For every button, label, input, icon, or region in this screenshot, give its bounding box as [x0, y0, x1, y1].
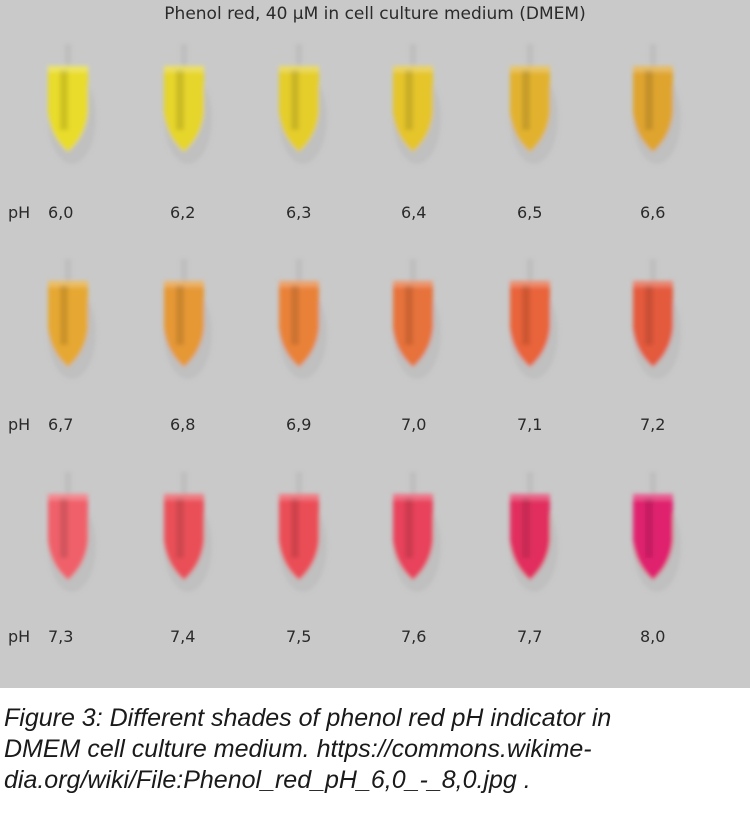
ph-value-label: 7,2	[640, 415, 666, 434]
tube-ph-6-6	[623, 40, 683, 170]
tube-ph-6-7	[38, 255, 98, 385]
tube-ph-6-9	[269, 255, 329, 385]
tube-ph-7-4	[154, 468, 214, 598]
ph-value-label: 6,6	[640, 203, 666, 222]
ph-value-label: 7,6	[401, 627, 427, 646]
ph-row-label-1: pH	[8, 203, 31, 222]
tube-ph-7-0	[383, 255, 443, 385]
tube-ph-7-3	[38, 468, 98, 598]
tube-ph-6-0	[38, 40, 98, 170]
tube-ph-6-5	[500, 40, 560, 170]
ph-value-label: 6,0	[48, 203, 74, 222]
ph-value-label: 6,8	[170, 415, 196, 434]
tube-ph-6-4	[383, 40, 443, 170]
ph-value-label: 7,7	[517, 627, 543, 646]
tube-ph-6-2	[154, 40, 214, 170]
ph-value-label: 6,5	[517, 203, 543, 222]
photo-title: Phenol red, 40 µM in cell culture medium…	[164, 4, 586, 24]
ph-row-label-2: pH	[8, 415, 31, 434]
ph-value-label: 8,0	[640, 627, 666, 646]
ph-value-label: 7,1	[517, 415, 543, 434]
ph-value-label: 6,7	[48, 415, 74, 434]
tube-ph-7-7	[500, 468, 560, 598]
tube-ph-6-3	[269, 40, 329, 170]
caption-line-3: dia.org/wiki/File:Phenol_red_pH_6,0_-_8,…	[4, 766, 531, 794]
tube-ph-7-2	[623, 255, 683, 385]
tube-ph-6-8	[154, 255, 214, 385]
ph-value-label: 7,3	[48, 627, 74, 646]
tube-ph-7-1	[500, 255, 560, 385]
ph-value-label: 6,2	[170, 203, 196, 222]
ph-value-label: 7,0	[401, 415, 427, 434]
ph-value-label: 6,3	[286, 203, 312, 222]
ph-row-label-3: pH	[8, 627, 31, 646]
phenol-red-photo: Phenol red, 40 µM in cell culture medium…	[0, 0, 750, 688]
caption-line-1: Figure 3: Different shades of phenol red…	[4, 704, 612, 732]
figure-caption: Figure 3: Different shades of phenol red…	[4, 703, 744, 796]
ph-value-label: 7,5	[286, 627, 312, 646]
ph-value-label: 6,9	[286, 415, 312, 434]
ph-value-label: 6,4	[401, 203, 427, 222]
tube-ph-7-5	[269, 468, 329, 598]
caption-line-2: DMEM cell culture medium. https://common…	[4, 735, 592, 763]
tube-ph-8-0	[623, 468, 683, 598]
ph-value-label: 7,4	[170, 627, 196, 646]
tube-ph-7-6	[383, 468, 443, 598]
